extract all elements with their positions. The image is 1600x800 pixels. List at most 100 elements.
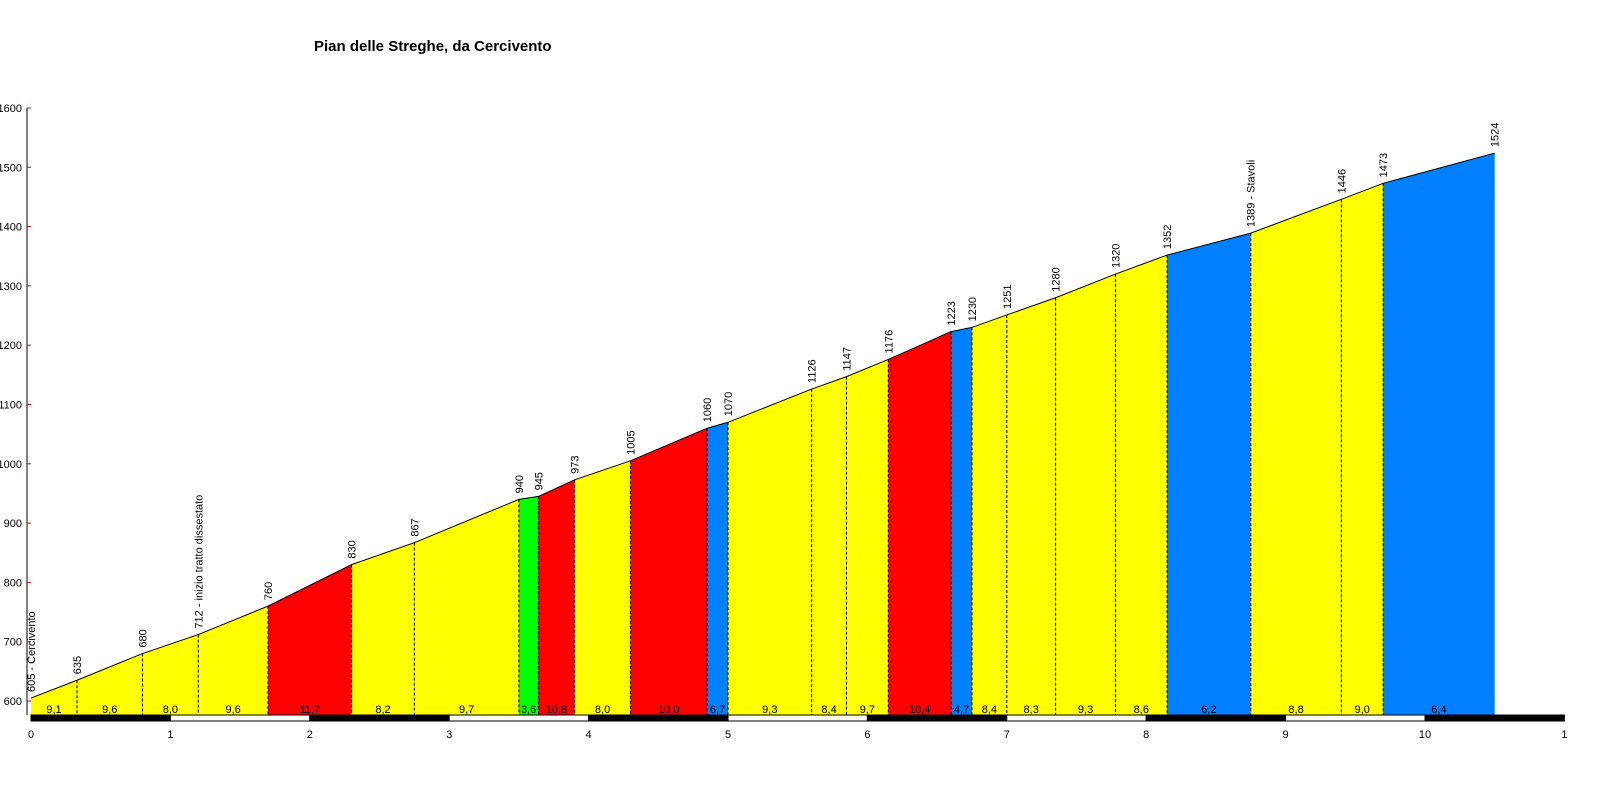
gradient-label: 8,4: [982, 704, 997, 716]
gradient-label: 8,8: [1288, 704, 1303, 716]
profile-segment: [1055, 274, 1116, 715]
profile-segment: [574, 460, 631, 715]
y-tick-label: 800: [4, 577, 22, 589]
elevation-label: 1126: [807, 359, 819, 383]
elevation-label: 760: [263, 582, 275, 600]
x-tick-label: 2: [307, 729, 313, 741]
x-tick-label: 7: [1004, 729, 1010, 741]
km-scale-bar: [1424, 714, 1565, 722]
x-tick-label: 3: [446, 729, 452, 741]
profile-segment: [811, 376, 847, 715]
elevation-label: 1251: [1002, 284, 1014, 308]
elevation-label: 1223: [946, 301, 958, 325]
profile-segment: [538, 479, 575, 715]
elevation-label: 635: [72, 656, 84, 674]
elevation-label: 1230: [967, 297, 979, 321]
gradient-label: 9,1: [46, 704, 61, 716]
profile-segment: [198, 606, 268, 715]
x-tick-label: 8: [1143, 729, 1149, 741]
elevation-label: 1005: [625, 430, 637, 454]
gradient-label: 8,6: [1134, 704, 1149, 716]
y-tick-label: 900: [4, 518, 22, 530]
profile-segment: [951, 327, 972, 715]
y-tick-label: 1000: [0, 459, 22, 471]
x-tick-label: 5: [725, 729, 731, 741]
elevation-label: 605 - Cercivento: [26, 611, 38, 692]
profile-segment: [1167, 233, 1251, 716]
gradient-label: 9,3: [762, 704, 777, 716]
y-tick-label: 1300: [0, 281, 22, 293]
km-scale-bar: [448, 714, 590, 722]
profile-segment: [518, 496, 539, 715]
gradient-label: 8,0: [163, 704, 178, 716]
profile-segment: [267, 564, 352, 715]
elevation-label: 1280: [1051, 267, 1063, 291]
y-tick-label: 600: [4, 696, 22, 708]
gradient-label: 3,6: [521, 704, 536, 716]
km-scale-bar: [588, 714, 729, 722]
gradient-label: 8,4: [821, 704, 836, 716]
elevation-label: 1147: [841, 347, 853, 371]
profile-segment: [31, 680, 78, 715]
gradient-label: 9,6: [102, 704, 117, 716]
x-tick-label: 1: [1561, 729, 1567, 741]
gradient-label: 10,4: [909, 704, 930, 716]
y-tick-label: 1600: [0, 103, 22, 115]
gradient-label: 9,7: [459, 704, 474, 716]
gradient-label: 10,0: [658, 704, 679, 716]
elevation-label: 973: [570, 455, 582, 473]
profile-segment: [630, 428, 708, 715]
gradient-label: 9,3: [1078, 704, 1093, 716]
elevation-label: 1176: [883, 330, 895, 354]
profile-segment: [846, 359, 889, 715]
gradient-label: 8,2: [375, 704, 390, 716]
gradient-label: 8,0: [595, 704, 610, 716]
elevation-label: 940: [514, 475, 526, 493]
km-scale-bar: [1006, 714, 1147, 722]
elevation-label: 1320: [1111, 244, 1123, 268]
elevation-label: 1060: [702, 398, 714, 422]
y-tick-label: 700: [4, 637, 22, 649]
elevation-label: 1389 - Stavoli: [1246, 160, 1258, 227]
elevation-label: 680: [138, 629, 150, 647]
profile-segment: [971, 314, 1007, 715]
gradient-label: 6,2: [1201, 704, 1216, 716]
y-tick-label: 1400: [0, 222, 22, 234]
profile-segment: [1006, 297, 1056, 715]
x-tick-label: 0: [28, 729, 34, 741]
profile-segment: [728, 389, 812, 715]
x-tick-label: 4: [586, 729, 592, 741]
profile-segment: [1383, 153, 1495, 715]
x-tick-label: 1: [167, 729, 173, 741]
profile-segment: [351, 542, 415, 715]
x-tick-label: 10: [1419, 729, 1431, 741]
elevation-label: 1473: [1378, 153, 1390, 177]
elevation-label: 1070: [723, 392, 735, 416]
y-tick-label: 1100: [0, 400, 22, 412]
x-tick-label: 9: [1283, 729, 1289, 741]
gradient-label: 9,7: [860, 704, 875, 716]
elevation-label: 1446: [1336, 169, 1348, 193]
chart-title: Pian delle Streghe, da Cercivento: [314, 38, 552, 55]
profile-segment: [888, 331, 952, 715]
km-scale-bar: [30, 714, 171, 722]
gradient-label: 10,8: [546, 704, 567, 716]
km-scale-bar: [727, 714, 868, 722]
y-tick-label: 1500: [0, 162, 22, 174]
elevation-label: 945: [533, 472, 545, 490]
gradient-label: 9,0: [1355, 704, 1370, 716]
km-scale-bar: [169, 714, 311, 722]
elevation-label: 712 - inizio tratto dissestato: [193, 495, 205, 629]
profile-segment: [414, 499, 519, 715]
elevation-label: 1352: [1162, 225, 1174, 249]
profile-segment: [1250, 199, 1342, 715]
profile-segment: [1341, 183, 1384, 715]
profile-segment: [1115, 255, 1168, 715]
y-tick-label: 1200: [0, 340, 22, 352]
elevation-label: 1524: [1490, 123, 1502, 147]
km-scale-bar: [309, 714, 450, 722]
profile-segment: [142, 634, 199, 715]
gradient-label: 8,3: [1024, 704, 1039, 716]
x-tick-label: 6: [864, 729, 870, 741]
